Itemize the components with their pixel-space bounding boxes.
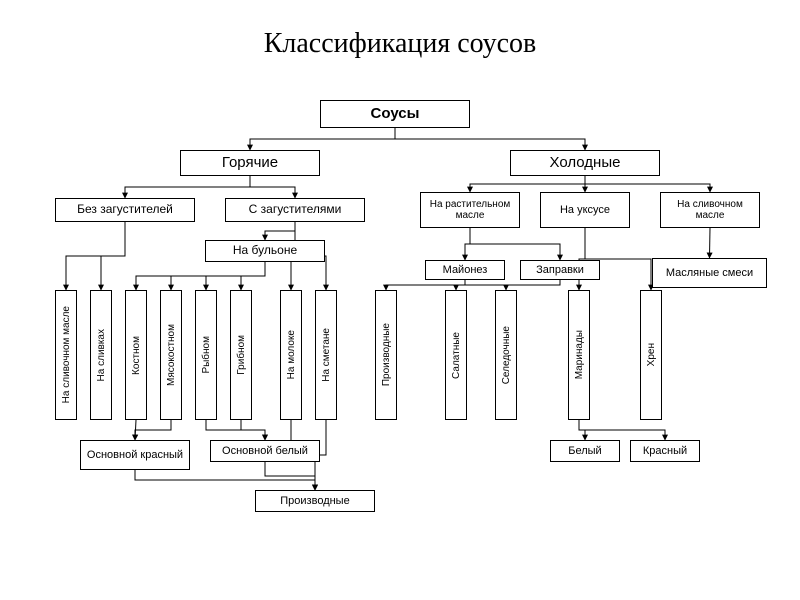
node-hot: Горячие [180,150,320,176]
node-white: Белый [550,440,620,462]
node-label: Производные [381,323,392,386]
node-label: На молоке [286,330,297,379]
node-vegoil: На растительном масле [420,192,520,228]
node-v_hren: Хрен [640,290,662,420]
node-thick: С загустителями [225,198,365,222]
node-root: Соусы [320,100,470,128]
node-v_marin: Маринады [568,290,590,420]
node-v_fish: Рыбном [195,290,217,420]
node-butmix: Масляные смеси [652,258,767,288]
node-v_butter: На сливочном масле [55,290,77,420]
node-broth: На бульоне [205,240,325,262]
node-label: На сливках [96,329,107,381]
node-v_smet: На сметане [315,290,337,420]
edges-layer [0,0,800,600]
node-cream: На сливочном масле [660,192,760,228]
page-title: Классификация соусов [0,28,800,60]
node-v_deriv: Производные [375,290,397,420]
node-label: Селедочные [501,326,512,384]
node-v_slivki: На сливках [90,290,112,420]
node-label: На сметане [321,328,332,382]
node-mayo: Майонез [425,260,505,280]
node-v_milk: На молоке [280,290,302,420]
node-label: Маринады [574,330,585,379]
node-vinegar: На уксусе [540,192,630,228]
node-cold: Холодные [510,150,660,176]
node-red: Красный [630,440,700,462]
node-v_herring: Селедочные [495,290,517,420]
node-base_red: Основной красный [80,440,190,470]
node-base_white: Основной белый [210,440,320,462]
node-label: На сливочном масле [61,306,72,403]
node-label: Хрен [646,343,657,366]
node-v_salad: Салатные [445,290,467,420]
node-zapr: Заправки [520,260,600,280]
node-label: Грибном [236,335,247,375]
node-deriv: Производные [255,490,375,512]
node-label: Костном [131,336,142,375]
node-v_meat: Мясокостном [160,290,182,420]
node-v_mush: Грибном [230,290,252,420]
node-v_kost: Костном [125,290,147,420]
node-label: Рыбном [201,336,212,374]
node-nothick: Без загустителей [55,198,195,222]
node-label: Салатные [451,332,462,379]
node-label: Мясокостном [166,324,177,386]
